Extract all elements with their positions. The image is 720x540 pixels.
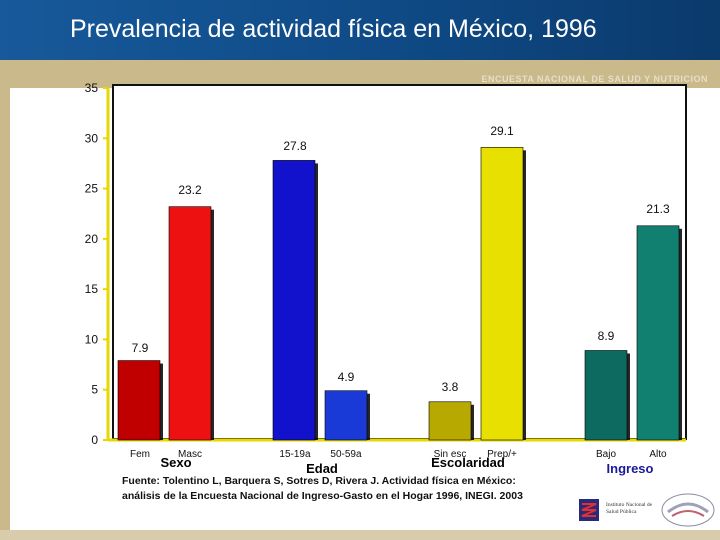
bottom-stripe [0,530,720,540]
bar-50-59a [324,390,368,441]
y-tick-label: 0 [91,433,98,447]
institute-logo-text: Instituto Nacional de Salud Pública [606,502,653,515]
institute-logo-icon [579,499,599,521]
category-label: 50-59a [330,449,362,460]
y-tick-label: 20 [85,232,99,246]
value-label: 4.9 [338,370,355,384]
banner-band: ENCUESTA NACIONAL DE SALUD Y NUTRICION [0,60,720,88]
category-label: Alto [649,449,667,460]
category-label: Bajo [596,449,616,460]
bar-sin-esc [428,401,472,441]
category-label: Masc [178,449,202,460]
category-label: 15-19a [279,449,311,460]
value-label: 27.8 [283,139,307,153]
group-label-ingreso: Ingreso [607,461,654,476]
bar-fem [117,360,161,441]
category-label: Fem [130,449,150,460]
value-label: 21.3 [646,202,670,216]
value-label: 3.8 [442,380,459,394]
title-bar: Prevalencia de actividad física en Méxic… [0,0,720,60]
category-label: Prep/+ [487,449,517,460]
value-label: 7.9 [132,341,149,355]
seal-icon [661,493,715,527]
y-tick-label: 10 [85,332,99,346]
source-line-2: análisis de la Encuesta Nacional de Ingr… [122,490,523,502]
bar-alto [636,225,680,441]
group-label-sexo: Sexo [160,455,191,470]
side-stripe [0,60,10,540]
category-label: Sin esc [434,449,467,460]
banner-text: ENCUESTA NACIONAL DE SALUD Y NUTRICION [481,74,708,84]
value-label: 29.1 [490,124,514,138]
bar-bajo [584,350,628,441]
y-tick-label: 25 [85,182,99,196]
y-tick-label: 35 [85,81,99,95]
group-label-edad: Edad [306,461,338,476]
y-tick-label: 30 [85,131,99,145]
y-tick-label: 5 [91,383,98,397]
value-label: 8.9 [598,329,615,343]
y-tick-label: 15 [85,282,99,296]
source-line-1: Fuente: Tolentino L, Barquera S, Sotres … [122,475,516,487]
group-label-escolaridad: Escolaridad [431,455,505,470]
page-title: Prevalencia de actividad física en Méxic… [70,15,597,43]
bar-prep- [480,147,524,441]
bar-15-19a [272,160,316,441]
value-label: 23.2 [178,183,202,197]
bar-masc [168,206,212,441]
source-citation: Fuente: Tolentino L, Barquera S, Sotres … [122,474,592,504]
